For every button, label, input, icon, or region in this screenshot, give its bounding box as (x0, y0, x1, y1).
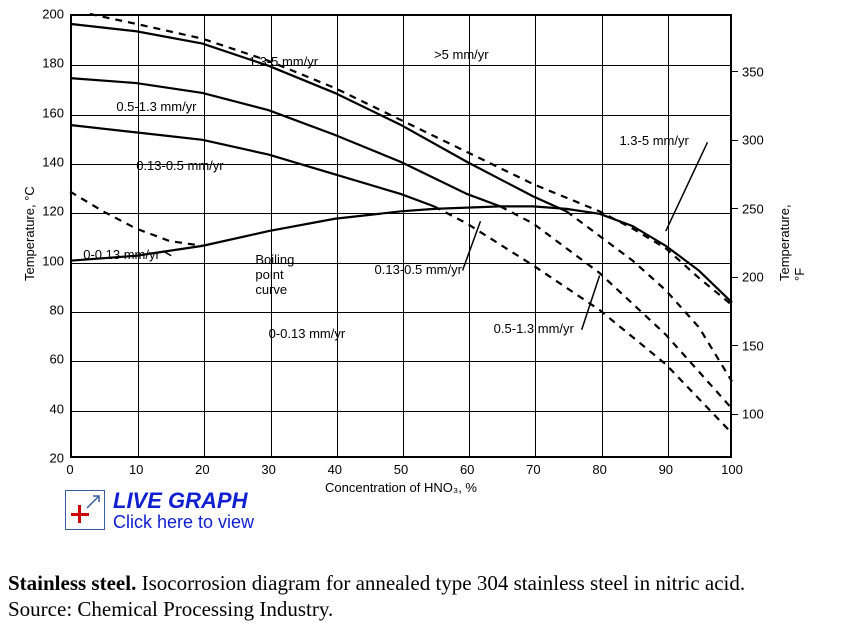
live-graph-icon (65, 490, 105, 530)
x-tick-label: 100 (721, 462, 743, 477)
region-label: 0.5-1.3 mm/yr (494, 322, 574, 337)
y-right-tick-label: 350 (742, 64, 764, 79)
y-left-tick-label: 20 (50, 451, 64, 466)
x-tick-label: 30 (261, 462, 275, 477)
live-graph-widget[interactable]: LIVE GRAPH Click here to view (65, 490, 254, 534)
gridline-h (72, 411, 730, 412)
region-label: Boilingpointcurve (255, 253, 294, 298)
y-right-tick-label: 150 (742, 338, 764, 353)
gridline-h (72, 65, 730, 66)
y-right-tick-label: 100 (742, 407, 764, 422)
y-right-tick (732, 414, 738, 415)
gridline-h (72, 213, 730, 214)
gridline-v (535, 16, 536, 456)
live-graph-title: LIVE GRAPH (113, 490, 254, 512)
y-right-tick-label: 200 (742, 270, 764, 285)
gridline-v (469, 16, 470, 456)
y-left-tick-label: 80 (50, 303, 64, 318)
y-right-tick (732, 208, 738, 209)
gridline-v (668, 16, 669, 456)
x-tick-label: 10 (129, 462, 143, 477)
y-right-tick (732, 71, 738, 72)
gridline-v (337, 16, 338, 456)
x-tick-label: 70 (526, 462, 540, 477)
region-label: 0.13-0.5 mm/yr (136, 159, 223, 174)
gridline-v (602, 16, 603, 456)
region-label: 0-0.13 mm/yr (83, 248, 160, 263)
y-axis-right-title: Temperature, °F (777, 204, 807, 281)
y-left-tick-label: 140 (42, 155, 64, 170)
y-right-tick-label: 250 (742, 201, 764, 216)
region-label: 0.13-0.5 mm/yr (375, 263, 462, 278)
y-left-tick-label: 180 (42, 56, 64, 71)
y-right-tick (732, 277, 738, 278)
caption-lead: Stainless steel. (8, 571, 136, 595)
x-tick-label: 50 (394, 462, 408, 477)
y-left-tick-label: 100 (42, 253, 64, 268)
x-tick-label: 40 (328, 462, 342, 477)
gridline-v (271, 16, 272, 456)
x-tick-label: 20 (195, 462, 209, 477)
y-right-tick (732, 140, 738, 141)
y-left-tick-label: 120 (42, 204, 64, 219)
y-left-tick-label: 200 (42, 7, 64, 22)
y-axis-left-title: Temperature, °C (22, 186, 37, 281)
gridline-v (403, 16, 404, 456)
gridline-v (138, 16, 139, 456)
y-left-tick-label: 40 (50, 401, 64, 416)
figure-caption: Stainless steel. Isocorrosion diagram fo… (8, 570, 778, 623)
region-label: >5 mm/yr (434, 48, 489, 63)
x-tick-label: 90 (659, 462, 673, 477)
x-tick-label: 60 (460, 462, 474, 477)
gridline-h (72, 361, 730, 362)
y-left-tick-label: 60 (50, 352, 64, 367)
y-right-tick (732, 345, 738, 346)
x-tick-label: 80 (592, 462, 606, 477)
live-graph-subtitle[interactable]: Click here to view (113, 512, 254, 534)
region-label: 0.5-1.3 mm/yr (116, 100, 196, 115)
y-left-tick-label: 160 (42, 105, 64, 120)
gridline-h (72, 115, 730, 116)
chart-plot-area (70, 14, 732, 458)
region-label: 1.3-5 mm/yr (619, 134, 688, 149)
x-axis-title: Concentration of HNO₃, % (325, 480, 477, 495)
gridline-h (72, 312, 730, 313)
region-label: 0-0.13 mm/yr (269, 327, 346, 342)
x-tick-label: 0 (66, 462, 73, 477)
region-label: 1.3-5 mm/yr (249, 55, 318, 70)
gridline-v (204, 16, 205, 456)
y-right-tick-label: 300 (742, 133, 764, 148)
